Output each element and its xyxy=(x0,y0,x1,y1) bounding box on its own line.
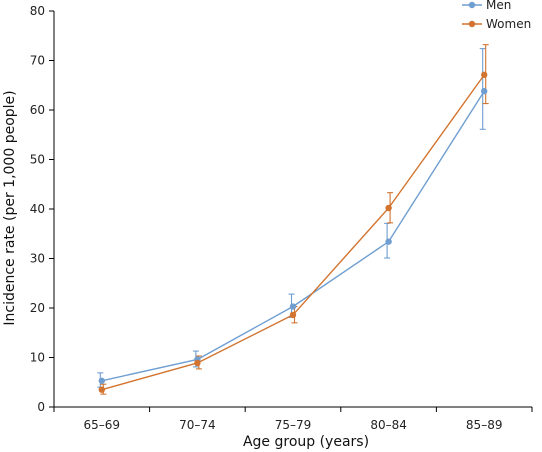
x-tick-label: 75–79 xyxy=(275,418,312,432)
men-data-point xyxy=(98,377,106,384)
y-tick-label: 10 xyxy=(30,351,45,365)
men-data-point xyxy=(481,87,488,95)
women-data-point xyxy=(98,386,106,393)
men-legend-label: Men xyxy=(486,0,511,12)
y-axis-label: Incidence rate (per 1,000 people) xyxy=(2,90,18,325)
women-legend-marker xyxy=(468,20,476,28)
men-series-line xyxy=(101,90,485,382)
x-axis-label: Age group (years) xyxy=(243,434,369,450)
y-tick-label: 60 xyxy=(30,103,45,117)
women-legend-label: Women xyxy=(486,17,531,31)
women-data-point xyxy=(481,71,488,79)
women-data-point xyxy=(385,204,392,212)
men-data-point xyxy=(289,303,297,310)
women-series-line xyxy=(101,74,485,391)
men-data-point xyxy=(385,238,392,245)
y-tick-label: 80 xyxy=(30,4,45,18)
x-tick-label: 70–74 xyxy=(179,418,216,432)
x-tick-label: 85–89 xyxy=(466,418,503,432)
y-tick-label: 20 xyxy=(30,301,45,315)
y-tick-label: 50 xyxy=(30,153,45,167)
axes-layer: 0 10 20 30 40 50 60 70 80 65–69 70–74 75–79 80–84 85–… xyxy=(30,4,533,432)
women-data-point xyxy=(194,359,201,367)
men-legend-marker xyxy=(468,1,476,9)
y-tick-label: 70 xyxy=(30,54,45,68)
legend: Men Women xyxy=(462,0,531,31)
x-tick-label: 65–69 xyxy=(84,418,121,432)
series-layer xyxy=(98,71,488,393)
y-tick-label: 30 xyxy=(30,252,45,266)
error-bars-layer xyxy=(97,44,489,395)
x-tick-label: 80–84 xyxy=(370,418,407,432)
y-tick-label: 40 xyxy=(30,202,45,216)
women-data-point xyxy=(289,311,297,319)
y-tick-label: 0 xyxy=(37,400,45,414)
